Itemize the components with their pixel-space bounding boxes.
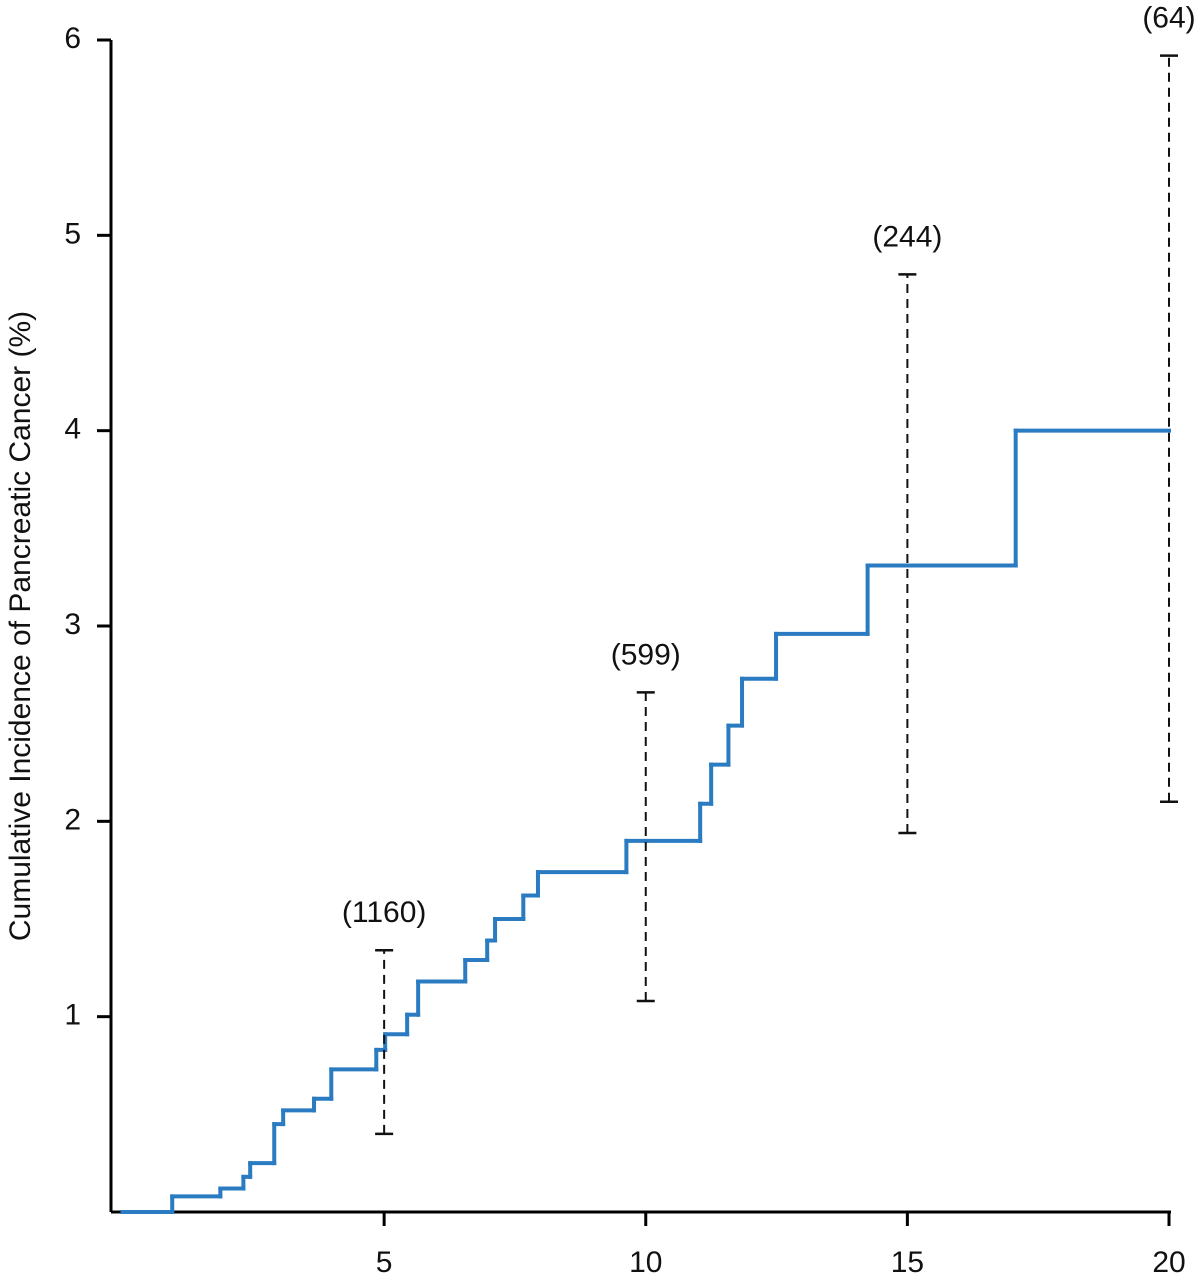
x-tick-label: 10 bbox=[629, 1246, 662, 1279]
y-tick-label: 3 bbox=[64, 608, 81, 641]
at-risk-label: (599) bbox=[611, 638, 681, 671]
x-tick-label: 20 bbox=[1152, 1246, 1185, 1279]
at-risk-label: (244) bbox=[872, 220, 942, 253]
y-tick-label: 4 bbox=[64, 413, 81, 446]
x-tick-label: 15 bbox=[891, 1246, 924, 1279]
at-risk-label: (64) bbox=[1142, 2, 1195, 35]
y-tick-label: 6 bbox=[64, 22, 81, 55]
y-tick-label: 1 bbox=[64, 999, 81, 1032]
y-axis-label: Cumulative Incidence of Pancreatic Cance… bbox=[4, 311, 37, 941]
y-tick-label: 5 bbox=[64, 217, 81, 250]
y-tick-label: 2 bbox=[64, 803, 81, 836]
x-tick-label: 5 bbox=[376, 1246, 393, 1279]
at-risk-label: (1160) bbox=[342, 896, 427, 929]
